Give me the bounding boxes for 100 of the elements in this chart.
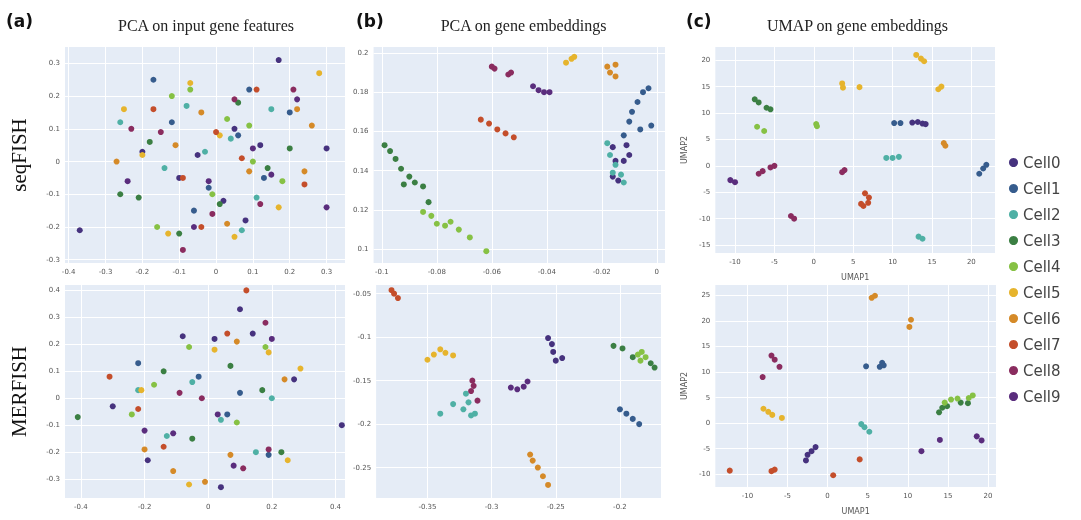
point bbox=[623, 142, 630, 149]
point bbox=[629, 108, 636, 115]
point bbox=[231, 233, 238, 240]
point bbox=[776, 363, 783, 370]
point bbox=[865, 199, 872, 206]
point bbox=[607, 152, 614, 158]
point bbox=[235, 132, 242, 139]
point bbox=[224, 411, 231, 418]
point bbox=[165, 230, 172, 237]
point bbox=[323, 204, 330, 211]
point bbox=[751, 96, 758, 103]
point bbox=[150, 76, 157, 83]
point bbox=[908, 316, 914, 323]
point bbox=[190, 207, 197, 214]
point bbox=[253, 86, 260, 93]
point bbox=[651, 364, 658, 371]
point bbox=[176, 230, 183, 237]
point bbox=[948, 396, 955, 403]
point bbox=[265, 451, 272, 458]
y-axis-title: UMAP2 bbox=[679, 371, 689, 401]
point bbox=[257, 201, 264, 208]
point bbox=[462, 390, 469, 397]
point bbox=[808, 448, 815, 455]
point bbox=[906, 323, 913, 330]
y-axis-title: UMAP2 bbox=[679, 135, 689, 165]
point bbox=[252, 449, 259, 456]
text: (c) bbox=[686, 10, 712, 31]
point bbox=[856, 456, 863, 463]
point bbox=[856, 84, 863, 91]
legend-label: Cell7 bbox=[1023, 335, 1061, 354]
point bbox=[520, 383, 527, 390]
point bbox=[420, 183, 427, 190]
chart-title: PCA on gene embeddings bbox=[440, 16, 607, 35]
point bbox=[530, 83, 537, 90]
point bbox=[941, 399, 948, 406]
point bbox=[170, 430, 177, 437]
point bbox=[778, 414, 785, 421]
point bbox=[249, 145, 256, 152]
point bbox=[428, 212, 435, 219]
point bbox=[400, 181, 407, 188]
point bbox=[535, 87, 542, 94]
legend-label: Cell4 bbox=[1023, 257, 1061, 276]
point bbox=[552, 357, 559, 364]
point bbox=[433, 220, 440, 227]
point bbox=[253, 194, 260, 201]
point bbox=[839, 84, 846, 91]
legend-label: Cell3 bbox=[1023, 231, 1061, 250]
point bbox=[470, 382, 477, 389]
point bbox=[154, 224, 161, 230]
point bbox=[224, 220, 231, 227]
point bbox=[209, 191, 216, 198]
point bbox=[447, 218, 454, 225]
point bbox=[76, 227, 83, 234]
point bbox=[406, 173, 413, 180]
point bbox=[217, 484, 224, 491]
point bbox=[759, 168, 766, 175]
point bbox=[117, 191, 124, 198]
point bbox=[640, 89, 647, 96]
point bbox=[146, 138, 153, 145]
legend-label: Cell2 bbox=[1023, 205, 1061, 224]
point bbox=[642, 354, 649, 361]
point bbox=[183, 102, 190, 109]
point bbox=[338, 422, 345, 429]
point bbox=[862, 190, 869, 197]
point bbox=[804, 451, 811, 458]
point bbox=[211, 335, 218, 342]
point bbox=[209, 210, 216, 217]
point bbox=[761, 127, 768, 134]
point bbox=[965, 395, 972, 402]
point bbox=[919, 235, 926, 242]
point bbox=[486, 120, 493, 127]
point bbox=[190, 224, 197, 230]
point bbox=[187, 86, 194, 93]
point bbox=[629, 354, 636, 361]
point bbox=[469, 377, 476, 384]
point bbox=[113, 158, 120, 165]
point bbox=[202, 478, 208, 485]
point bbox=[604, 63, 611, 70]
point bbox=[176, 389, 183, 396]
point bbox=[243, 287, 250, 294]
point bbox=[769, 411, 776, 418]
point bbox=[620, 157, 627, 164]
point bbox=[620, 132, 627, 139]
point bbox=[619, 345, 626, 352]
point bbox=[301, 181, 308, 188]
point bbox=[217, 416, 224, 423]
point bbox=[120, 106, 127, 113]
point bbox=[609, 144, 616, 151]
point bbox=[545, 481, 552, 488]
point bbox=[524, 378, 531, 385]
point bbox=[124, 178, 131, 185]
point bbox=[732, 179, 739, 186]
point bbox=[278, 449, 285, 456]
legend-label: Cell5 bbox=[1023, 283, 1061, 302]
point bbox=[291, 376, 298, 383]
chart-title: PCA on input gene features bbox=[118, 16, 294, 35]
point bbox=[936, 409, 943, 416]
point bbox=[284, 457, 291, 464]
point bbox=[502, 130, 509, 137]
point bbox=[921, 58, 928, 65]
